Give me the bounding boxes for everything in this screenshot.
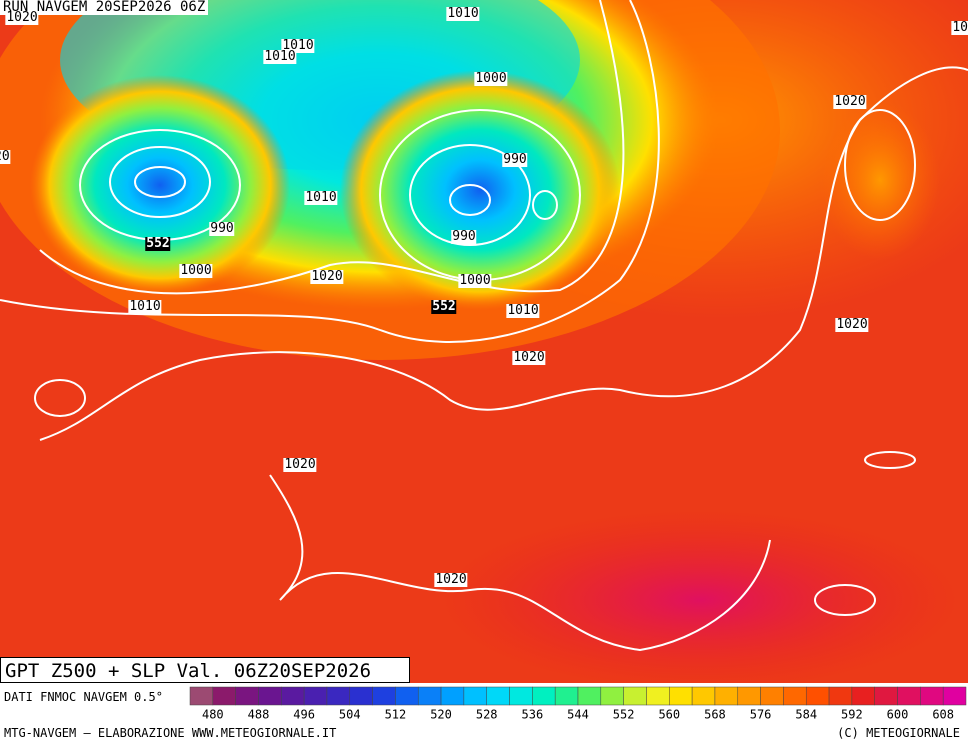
colorbar-swatch xyxy=(714,686,739,706)
colorbar-swatch xyxy=(258,686,282,706)
colorbar-tick-label: 512 xyxy=(385,708,407,722)
colorbar-tick-label: 520 xyxy=(430,708,452,722)
contour-label: 1000 xyxy=(458,273,492,288)
data-source: DATI FNMOC NAVGEM 0.5° xyxy=(4,690,163,704)
weather-map xyxy=(0,0,968,683)
colorbar-tick-label: 536 xyxy=(522,708,544,722)
colorbar-tick-label: 600 xyxy=(887,708,909,722)
colorbar-swatch xyxy=(646,686,670,706)
colorbar-tick-label: 496 xyxy=(293,708,315,722)
colorbar-swatch xyxy=(281,686,305,706)
contour-label: 1010 xyxy=(304,190,338,205)
colorbar-swatch xyxy=(463,686,487,706)
contour-label: 1010 xyxy=(263,49,297,64)
colorbar-swatch xyxy=(600,686,624,706)
colorbar-tick-label: 608 xyxy=(932,708,954,722)
contour-label: 1020 xyxy=(5,10,39,25)
colorbar-swatch xyxy=(554,686,579,706)
colorbar: 480 488 496 504 512 520 528 536 544 552 560 568 576 5… xyxy=(189,686,967,722)
contour-label: 1020 xyxy=(0,150,11,164)
contour-label: 990 xyxy=(451,229,477,244)
colorbar-swatch xyxy=(577,686,602,706)
colorbar-tick-label: 552 xyxy=(613,708,635,722)
colorbar-swatch xyxy=(920,686,944,706)
colorbar-tick-label: 560 xyxy=(658,708,680,722)
contour-label: 1020 xyxy=(951,21,968,35)
copyright: (C) METEOGIORNALE xyxy=(837,726,960,740)
contour-label: 990 xyxy=(209,221,235,236)
contour-label: 1010 xyxy=(281,38,315,53)
contour-label: 990 xyxy=(502,152,528,167)
colorbar-swatch xyxy=(828,686,853,706)
colorbar-swatch xyxy=(395,686,419,706)
colorbar-swatch xyxy=(737,686,761,706)
contour-label: 1010 xyxy=(446,6,480,21)
contour-label: 552 xyxy=(431,299,457,314)
colorbar-swatch xyxy=(897,686,921,706)
contour-label: 1020 xyxy=(283,457,317,472)
contour-label: 1020 xyxy=(512,350,546,365)
colorbar-swatch xyxy=(623,686,647,706)
colorbar-swatch xyxy=(760,686,784,706)
colorbar-tick-label: 504 xyxy=(339,708,361,722)
colorbar-tick-label: 592 xyxy=(841,708,863,722)
contour-label: 1000 xyxy=(179,263,213,278)
colorbar-tick-label: 480 xyxy=(202,708,224,722)
colorbar-swatch xyxy=(235,686,259,706)
colorbar-tick-label: 488 xyxy=(248,708,270,722)
colorbar-swatch xyxy=(303,686,328,706)
map-title: GPT Z500 + SLP Val. 06Z20SEP2026 xyxy=(0,657,410,683)
contour-label: 1010 xyxy=(506,303,540,318)
colorbar-swatch xyxy=(372,686,396,706)
contour-label: 1020 xyxy=(434,572,468,587)
colorbar-swatch xyxy=(509,686,533,706)
colorbar-swatch xyxy=(326,686,351,706)
colorbar-swatch xyxy=(486,686,510,706)
colorbar-swatch xyxy=(189,686,214,706)
contour-label: 1010 xyxy=(128,299,162,314)
contour-label: 1020 xyxy=(310,269,344,284)
colorbar-swatch xyxy=(783,686,807,706)
colorbar-tick-label: 584 xyxy=(795,708,817,722)
colorbar-swatch xyxy=(417,686,442,706)
colorbar-swatch xyxy=(532,686,556,706)
colorbar-swatch xyxy=(851,686,875,706)
colorbar-swatch xyxy=(440,686,465,706)
colorbar-tick-label: 576 xyxy=(750,708,772,722)
run-header: RUN NAVGEM 20SEP2026 06Z xyxy=(0,0,209,15)
contour-label: 1000 xyxy=(474,71,508,86)
contour-label: 1020 xyxy=(835,317,869,332)
colorbar-tick-label: 544 xyxy=(567,708,589,722)
contour-label: 1020 xyxy=(833,94,867,109)
contour-label: 552 xyxy=(145,236,171,251)
colorbar-swatch xyxy=(212,686,236,706)
colorbar-tick-label: 528 xyxy=(476,708,498,722)
colorbar-swatch xyxy=(942,686,967,706)
credit: MTG-NAVGEM – ELABORAZIONE WWW.METEOGIORN… xyxy=(4,726,337,740)
colorbar-swatch xyxy=(669,686,693,706)
colorbar-swatch xyxy=(349,686,373,706)
colorbar-tick-label: 568 xyxy=(704,708,726,722)
colorbar-swatch xyxy=(874,686,898,706)
colorbar-swatch xyxy=(805,686,830,706)
colorbar-swatch xyxy=(691,686,716,706)
